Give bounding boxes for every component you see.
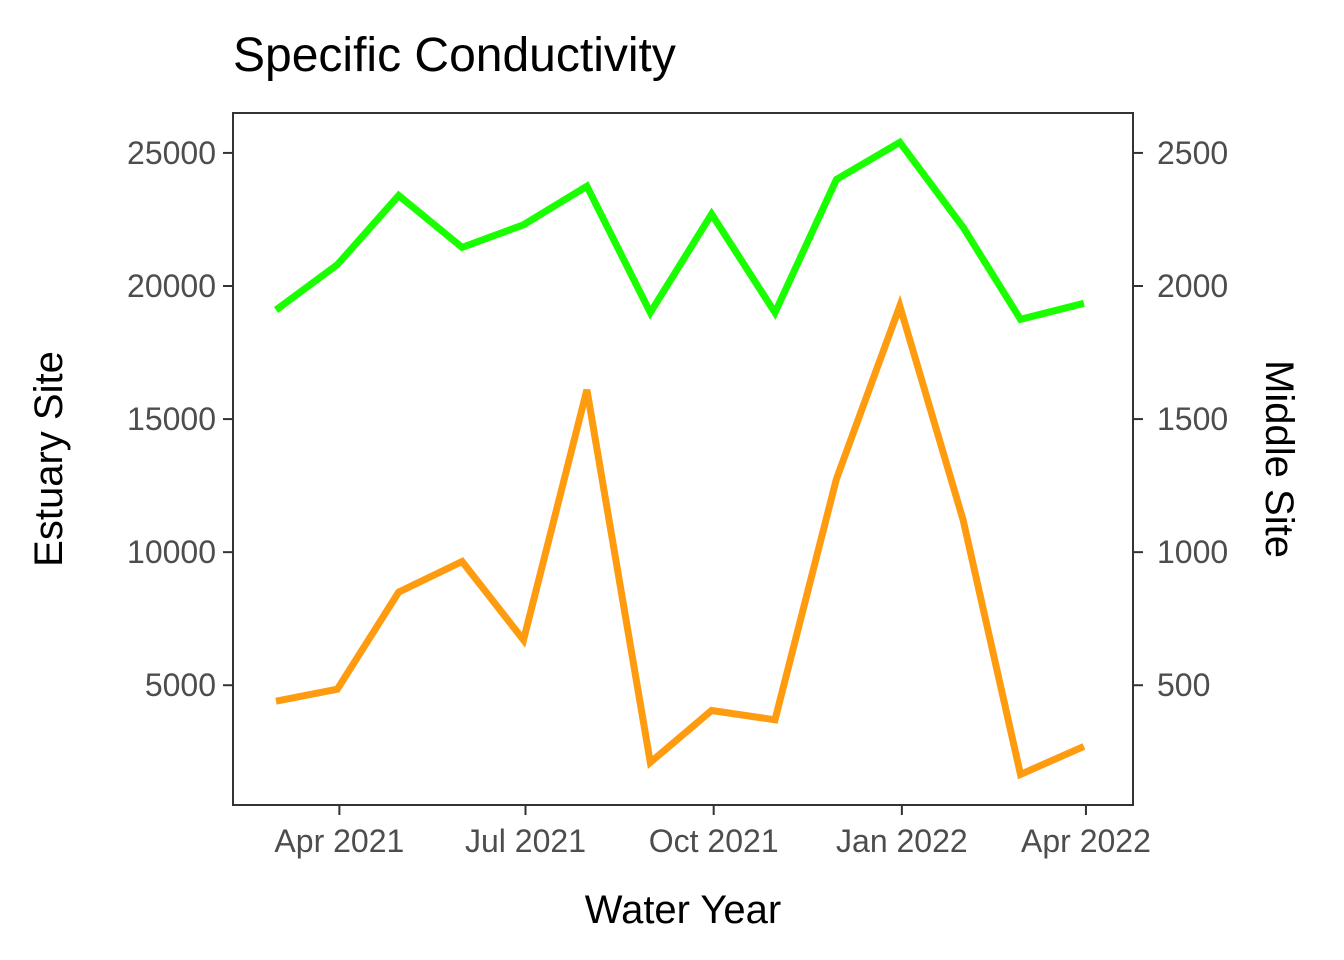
x-tick-label: Jan 2022 [836, 823, 968, 859]
y-axis-title-right: Middle Site [1257, 360, 1301, 558]
x-tick-label: Apr 2021 [274, 823, 404, 859]
y-tick-label-right: 1000 [1157, 534, 1228, 570]
y-axis-title-left: Estuary Site [27, 351, 71, 567]
plot-panel [232, 112, 1134, 806]
y-tick-label-left: 15000 [127, 401, 216, 437]
y-tick-label-left: 5000 [145, 667, 216, 703]
series-layer [273, 137, 1086, 780]
y-tick-label-right: 500 [1157, 667, 1210, 703]
y-tick-label-right: 2500 [1157, 135, 1228, 171]
x-axis-title: Water Year [585, 888, 781, 932]
series-line-middle-site [275, 294, 1086, 780]
y-tick-label-right: 1500 [1157, 401, 1228, 437]
y-tick-label-left: 10000 [127, 534, 216, 570]
x-tick-label: Jul 2021 [465, 823, 586, 859]
axis-layer: Apr 2021 Jul 2021 Oct 2021 Jan 2022 Apr 2022… [127, 135, 1228, 859]
chart-title: Specific Conductivity [233, 29, 676, 82]
y-tick-label-right: 2000 [1157, 268, 1228, 304]
y-tick-label-left: 20000 [127, 268, 216, 304]
series-line-estuary-site [273, 137, 1085, 324]
x-tick-label: Oct 2021 [649, 823, 779, 859]
y-tick-label-left: 25000 [127, 135, 216, 171]
x-tick-label: Apr 2022 [1021, 823, 1151, 859]
